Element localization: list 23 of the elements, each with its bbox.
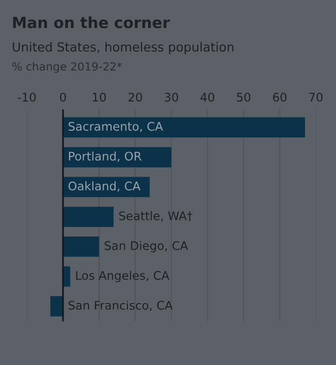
- chart-title: Man on the corner: [13, 16, 170, 28]
- y-tick-label: Los Angeles, CA: [76, 270, 170, 282]
- y-tick-label: San Diego, CA: [104, 240, 188, 252]
- y-tick-label: Portland, OR: [69, 151, 142, 162]
- chart-subtitle: United States, homeless population: [12, 42, 234, 54]
- x-tick-label: 20: [128, 92, 142, 102]
- x-tick-label: 60: [273, 92, 286, 102]
- bar: [63, 236, 100, 257]
- x-tick-label: 30: [164, 92, 178, 102]
- y-tick-label: Oakland, CA: [68, 181, 140, 192]
- x-tick-label: 70: [309, 92, 323, 102]
- y-tick-label: Sacramento, CA: [68, 122, 163, 132]
- bar: [63, 147, 172, 168]
- bar: [63, 206, 114, 227]
- x-tick-label: 40: [200, 92, 214, 102]
- y-tick-label: Seattle, WA†: [119, 211, 192, 222]
- x-tick-label: 50: [237, 92, 250, 102]
- bar: [63, 117, 306, 138]
- x-tick-label: 10: [92, 92, 106, 102]
- x-tick-label: 0: [60, 92, 66, 102]
- y-tick-label: San Francisco, CA: [68, 300, 173, 311]
- bar: [50, 296, 63, 316]
- x-tick-label: -10: [18, 92, 36, 102]
